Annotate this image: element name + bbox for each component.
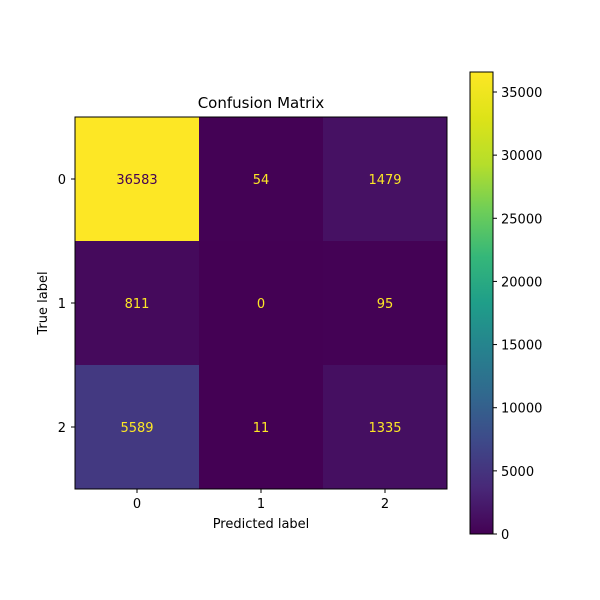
heatmap-cell: [199, 117, 324, 242]
heatmap-cell: [323, 365, 448, 490]
cell-value-label: 5589: [120, 421, 153, 436]
heatmap-cell: [75, 365, 200, 490]
colorbar-tick-label: 0: [501, 528, 509, 543]
cell-value-label: 95: [377, 297, 394, 312]
y-tick-label: 2: [58, 421, 66, 436]
heatmap-cell-labels: 36583 54 1479 811 0 95 5589 11 1335: [116, 173, 401, 436]
colorbar-tick-label: 10000: [501, 402, 542, 417]
heatmap-cell: [323, 241, 448, 366]
heatmap-cells: [75, 117, 448, 490]
heatmap-cell: [199, 365, 324, 490]
x-tick-label: 0: [133, 497, 141, 512]
x-tick-label: 2: [381, 497, 389, 512]
x-axis: 0 1 2: [133, 489, 389, 512]
heatmap-cell: [75, 241, 200, 366]
chart-title: Confusion Matrix: [198, 94, 325, 112]
heatmap-cell: [323, 117, 448, 242]
cell-value-label: 1479: [368, 173, 401, 188]
cell-value-label: 811: [125, 297, 150, 312]
heatmap-cell: [199, 241, 324, 366]
y-axis: 0 1 2: [58, 173, 75, 436]
heatmap-cell: [75, 117, 200, 242]
cell-value-label: 1335: [368, 421, 401, 436]
colorbar: [469, 71, 494, 535]
colorbar-tick-label: 35000: [501, 86, 542, 101]
y-tick-label: 1: [58, 297, 66, 312]
colorbar-tick-label: 15000: [501, 339, 542, 354]
x-tick-label: 1: [257, 497, 265, 512]
cell-value-label: 11: [253, 421, 270, 436]
x-axis-label: Predicted label: [213, 517, 310, 532]
cell-value-label: 0: [257, 297, 265, 312]
cell-value-label: 54: [253, 173, 270, 188]
colorbar-axis: 0 5000 10000 15000 20000 25000 30000 35000: [493, 86, 542, 543]
colorbar-tick-label: 5000: [501, 465, 534, 480]
y-axis-label: True label: [36, 271, 51, 335]
colorbar-tick-label: 25000: [501, 212, 542, 227]
y-tick-label: 0: [58, 173, 66, 188]
colorbar-tick-label: 20000: [501, 275, 542, 290]
colorbar-tick-label: 30000: [501, 149, 542, 164]
cell-value-label: 36583: [116, 173, 157, 188]
